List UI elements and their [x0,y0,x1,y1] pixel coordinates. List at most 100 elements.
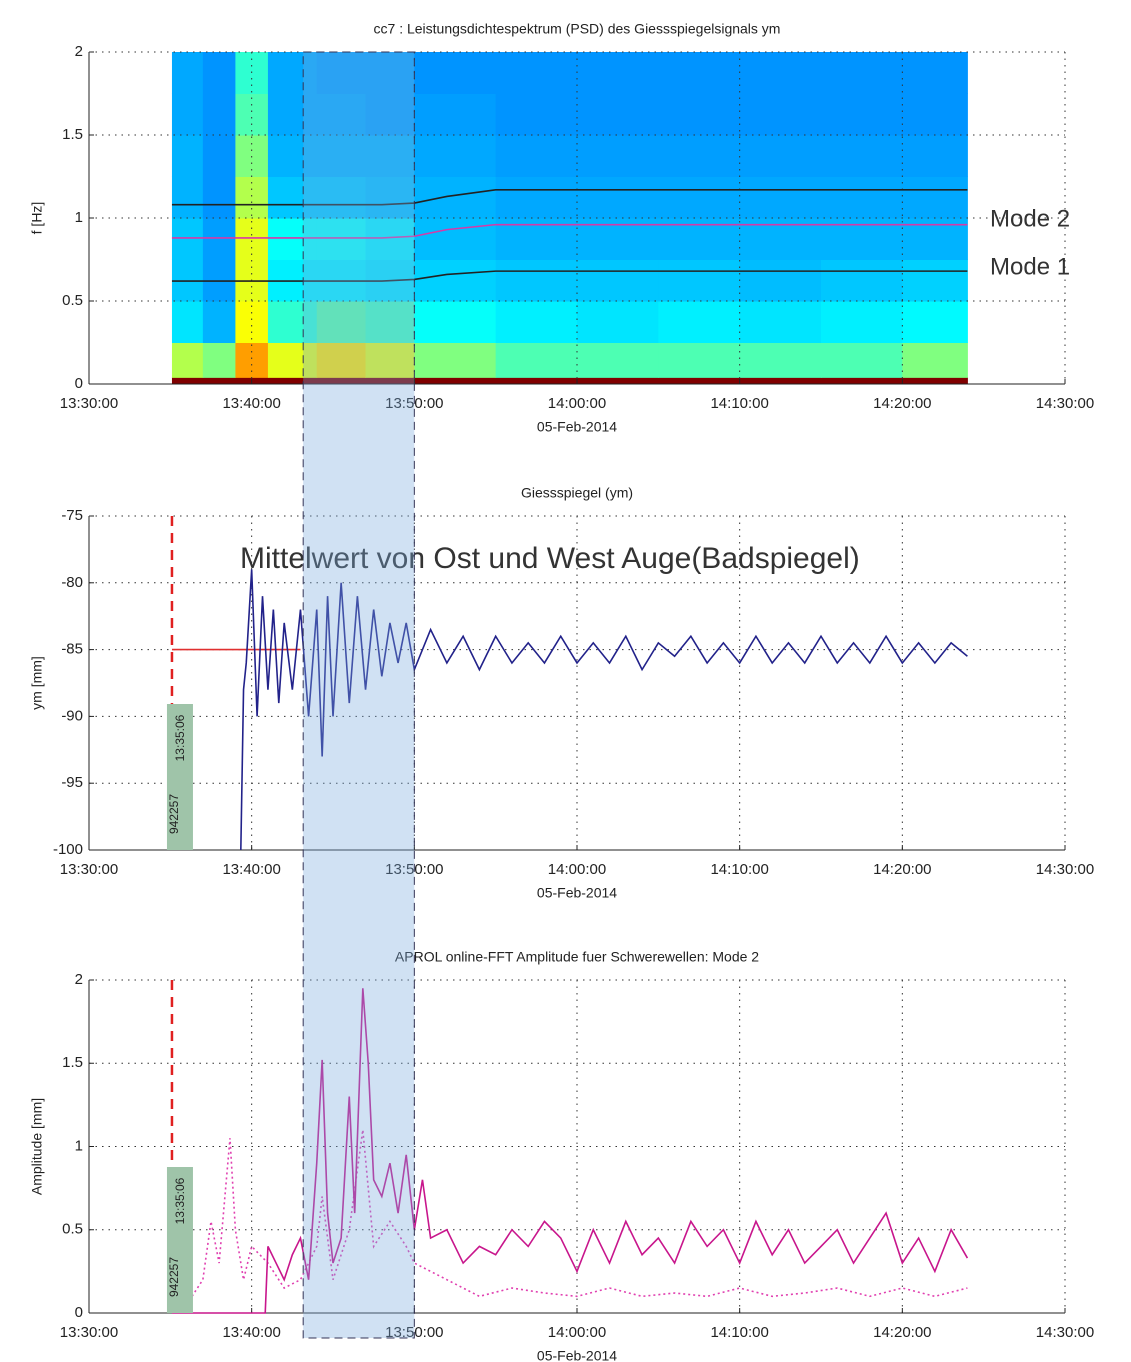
heat-cell [267,52,318,94]
heat-cell [821,176,903,219]
heat-cell [365,377,415,385]
heat-cell [902,342,968,378]
heat-cell [821,301,903,343]
heat-cell [821,135,903,177]
x-axis-label: 05-Feb-2014 [537,885,617,901]
heat-cell [658,259,741,302]
x-tick-label: 14:20:00 [873,395,931,412]
y-axis-label: Amplitude [mm] [29,1098,45,1195]
heat-cell [365,218,415,260]
heat-cell [739,259,822,302]
x-tick-label: 14:20:00 [873,861,931,878]
y-tick-label: 0 [75,375,83,392]
heat-cell [577,176,659,219]
heat-cell [171,301,204,343]
y-tick-label: -90 [61,707,83,724]
line-series [171,988,969,1314]
annotation: Mode 1 [990,253,1070,280]
highlight-span [302,51,415,1339]
heat-cell [267,93,318,136]
heat-cell [267,301,318,343]
marker-label: 13:35:06 [173,1177,187,1224]
heat-cell [202,218,236,260]
heat-cell [658,176,741,219]
line-series [240,569,968,851]
heat-cell [171,342,204,378]
y-tick-label: -100 [53,841,83,858]
line-series [171,223,968,239]
heat-cell [577,259,659,302]
marker-label: 942257 [167,794,181,834]
y-axis-label: f [Hz] [29,202,45,235]
x-tick-label: 14:00:00 [548,395,606,412]
x-axis-label: 05-Feb-2014 [537,419,617,435]
annotation: Mode 2 [990,205,1070,232]
heat-cell [495,342,578,378]
heat-cell [658,377,741,385]
heat-cell [202,377,236,385]
heat-cell [316,377,367,385]
x-tick-label: 14:10:00 [710,395,768,412]
heat-cell [577,301,659,343]
heat-cell [316,135,367,177]
heat-cell [316,93,367,136]
heat-cell [739,52,822,94]
heat-cell [577,377,659,385]
heat-cell [577,93,659,136]
chart-title: APROL online-FFT Amplitude fuer Schwerew… [395,949,759,965]
x-tick-label: 13:40:00 [222,395,280,412]
x-tick-label: 14:10:00 [710,861,768,878]
line-series [185,1129,968,1306]
heat-cell [658,135,741,177]
heat-cell [171,52,204,94]
heat-cell [577,52,659,94]
heat-cell [171,377,204,385]
heat-cell [414,377,497,385]
heat-cell [739,342,822,378]
x-tick-label: 13:30:00 [60,861,118,878]
heat-cell [365,342,415,378]
heat-cell [495,259,578,302]
heat-cell [495,301,578,343]
x-tick-label: 13:40:00 [222,861,280,878]
heat-cell [414,259,497,302]
heat-cell [202,176,236,219]
y-tick-label: 2 [75,971,83,988]
heat-cell [267,342,318,378]
y-tick-label: 2 [75,43,83,60]
marker-label: 13:35:06 [173,714,187,761]
heat-cell [902,135,968,177]
annotation: Mittelwert von Ost und West Auge(Badspie… [240,542,860,575]
heat-cell [365,93,415,136]
chart: cc7 : Leistungsdichtespektrum (PSD) des … [29,21,1094,435]
heat-cell [235,93,269,136]
line-series [171,188,968,206]
heat-cell [171,93,204,136]
heat-cell [171,135,204,177]
y-tick-label: 1.5 [62,1054,83,1071]
heat-cell [235,342,269,378]
heat-cell [316,218,367,260]
heat-cell [414,93,497,136]
heat-cell [495,135,578,177]
heat-cell [235,176,269,219]
heat-cell [202,135,236,177]
y-tick-label: 1 [75,1137,83,1154]
heat-cell [739,176,822,219]
x-tick-label: 14:00:00 [548,861,606,878]
chart-title: Giessspiegel (ym) [521,485,633,501]
heat-cell [235,301,269,343]
heat-cell [739,377,822,385]
x-tick-label: 13:40:00 [222,1324,280,1341]
heat-cell [414,135,497,177]
heat-cell [414,52,497,94]
heat-cell [267,218,318,260]
heat-cell [658,301,741,343]
marker-box [166,704,193,850]
heat-cell [495,377,578,385]
heat-cell [821,377,903,385]
y-tick-label: -85 [61,641,83,658]
y-tick-label: 1.5 [62,126,83,143]
x-tick-label: 13:30:00 [60,1324,118,1341]
